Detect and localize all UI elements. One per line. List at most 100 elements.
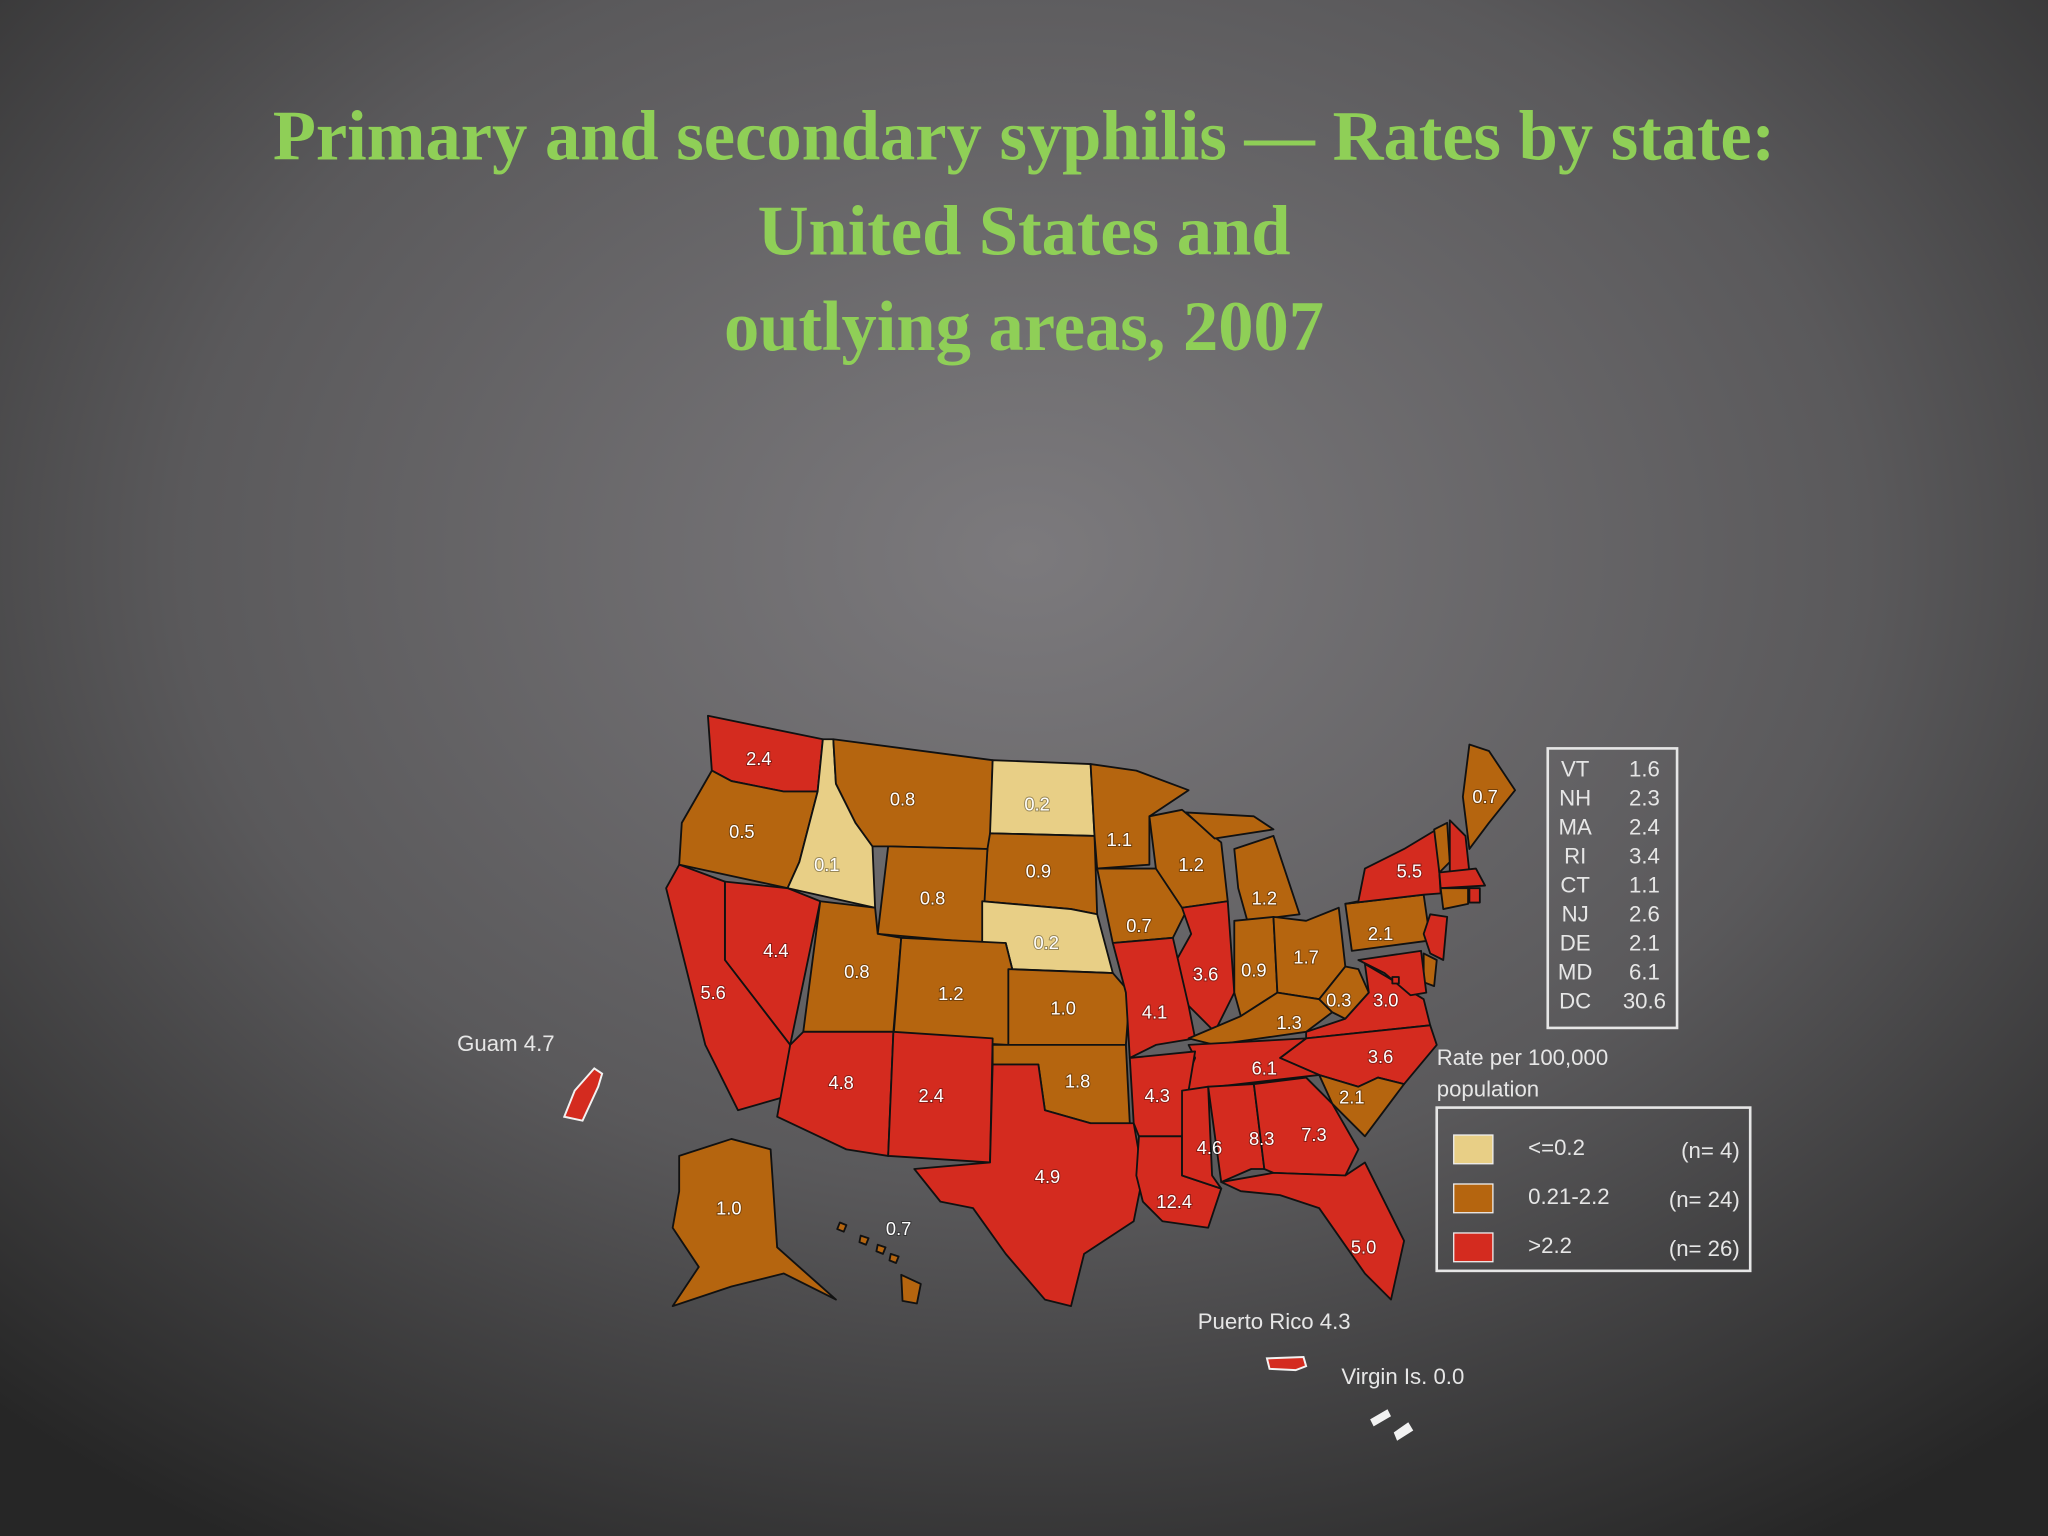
state-rate-label: 2.1 <box>1339 1086 1364 1107</box>
inset-rate: 3.4 <box>1629 843 1660 868</box>
state-rate-label: 5.0 <box>1351 1236 1376 1257</box>
state-rate-label: 0.8 <box>844 961 869 982</box>
state-shape <box>1439 887 1469 910</box>
state-shape <box>1111 936 1197 1059</box>
state-shape <box>1391 976 1400 985</box>
state-rate-label: 1.0 <box>1050 997 1075 1018</box>
state-shape <box>671 1138 837 1308</box>
state-rate-label: 0.7 <box>1126 915 1151 936</box>
state-rate-label: 0.2 <box>1034 932 1059 953</box>
inset-state: MD <box>1558 959 1593 984</box>
inset-rate: 2.4 <box>1629 814 1660 839</box>
state-shape <box>1207 1083 1266 1183</box>
state-rate-label: 1.2 <box>1178 854 1203 875</box>
outlying-shape <box>1370 1409 1414 1441</box>
map: Guam 4.7 Puerto Rico 4.3 Virgin Is. 0.0 2.4… <box>457 714 1517 1441</box>
state-rate-label: 0.2 <box>1024 794 1049 815</box>
inset-rate: 2.6 <box>1629 901 1660 926</box>
state-rate-label: 2.4 <box>746 748 771 769</box>
legend-swatch <box>1453 1134 1494 1165</box>
state-rate-label: 1.1 <box>1107 829 1132 850</box>
outlying-shape <box>562 1067 604 1122</box>
legend-title: population <box>1437 1076 1539 1101</box>
state-rate-label: 7.3 <box>1301 1124 1326 1145</box>
state-rate-label: 4.3 <box>1145 1085 1170 1106</box>
state-rate-label: 4.9 <box>1035 1166 1060 1187</box>
state-rate-label: 0.8 <box>890 788 915 809</box>
inset-rate: 6.1 <box>1629 959 1660 984</box>
state-shape <box>665 863 792 1112</box>
title-line: United States and <box>758 193 1291 271</box>
state-rate-label: 5.5 <box>1397 860 1422 881</box>
state-rate-label: 1.8 <box>1065 1071 1090 1092</box>
inset-table-box <box>1546 747 1679 1030</box>
legend-title: Rate per 100,000 <box>1437 1045 1608 1070</box>
state-rate-label: 3.6 <box>1193 964 1218 985</box>
inset-state: NJ <box>1562 901 1589 926</box>
inset-state: CT <box>1560 872 1590 897</box>
state-rate-label: 12.4 <box>1156 1191 1192 1212</box>
state-shape <box>1220 1161 1405 1301</box>
legend-swatch <box>1453 1232 1494 1263</box>
state-rate-label: 2.4 <box>919 1085 944 1106</box>
inset-rate: 30.6 <box>1623 988 1666 1013</box>
state-rate-label: 0.5 <box>729 821 754 842</box>
legend-count: (n= 26) <box>1669 1236 1740 1261</box>
state-rate-label: 1.2 <box>1252 888 1277 909</box>
state-rate-label: 1.3 <box>1276 1012 1301 1033</box>
state-rate-label: 1.0 <box>716 1197 741 1218</box>
inset-rate: 1.1 <box>1629 872 1660 897</box>
inset-rate: 2.1 <box>1629 930 1660 955</box>
inset-rate: 1.6 <box>1629 756 1660 781</box>
legend-count: (n= 4) <box>1681 1138 1740 1163</box>
inset-state: MA <box>1559 814 1592 839</box>
legend-box <box>1435 1106 1752 1273</box>
state-rate-label: 2.1 <box>1368 923 1393 944</box>
state-rate-label: 6.1 <box>1252 1058 1277 1079</box>
state-rate-label: 0.1 <box>814 854 839 875</box>
state-shape <box>1252 1076 1360 1177</box>
legend-range: <=0.2 <box>1528 1135 1585 1160</box>
inset-state: NH <box>1559 785 1591 810</box>
state-shape <box>1461 743 1517 850</box>
state-shape <box>1305 963 1432 1040</box>
title-line: Primary and secondary syphilis — Rates b… <box>273 97 1775 175</box>
state-rate-label: 5.6 <box>700 982 725 1003</box>
state-shape <box>836 1221 922 1305</box>
state-shape <box>1422 913 1449 961</box>
state-shape <box>1181 1085 1223 1190</box>
state-shape <box>1468 887 1481 904</box>
state-rate-label: 0.7 <box>886 1218 911 1239</box>
state-rate-label: 4.8 <box>828 1072 853 1093</box>
state-rate-label: 0.9 <box>1026 860 1051 881</box>
state-rate-label: 1.7 <box>1293 947 1318 968</box>
state-shape <box>1438 867 1486 890</box>
outlying-label: Virgin Is. 0.0 <box>1341 1364 1464 1389</box>
title-line: outlying areas, 2007 <box>724 288 1324 366</box>
state-shape <box>1357 949 1428 997</box>
outlying-label: Puerto Rico 4.3 <box>1198 1309 1351 1334</box>
state-rate-label: 4.4 <box>763 940 788 961</box>
outlying-shape <box>1265 1356 1308 1372</box>
state-shape <box>1089 763 1190 870</box>
legend-range: 0.21-2.2 <box>1528 1184 1609 1209</box>
inset-rate: 2.3 <box>1629 785 1660 810</box>
state-shape <box>913 1063 1144 1308</box>
state-rate-label: 0.7 <box>1472 786 1497 807</box>
inset-state: DE <box>1560 930 1591 955</box>
state-shape <box>1171 900 1236 1033</box>
legend-range: >2.2 <box>1528 1233 1572 1258</box>
inset-state: VT <box>1561 756 1590 781</box>
inset-state: RI <box>1564 843 1586 868</box>
state-rate-label: 0.3 <box>1326 990 1351 1011</box>
state-rate-label: 1.2 <box>938 983 963 1004</box>
outlying-label: Guam 4.7 <box>457 1031 554 1056</box>
state-rate-label: 4.1 <box>1142 1001 1167 1022</box>
state-rate-label: 8.3 <box>1249 1128 1274 1149</box>
state-rate-label: 4.6 <box>1197 1137 1222 1158</box>
state-rate-label: 3.0 <box>1373 990 1398 1011</box>
state-rate-label: 3.6 <box>1368 1046 1393 1067</box>
legend-swatch <box>1453 1183 1494 1214</box>
